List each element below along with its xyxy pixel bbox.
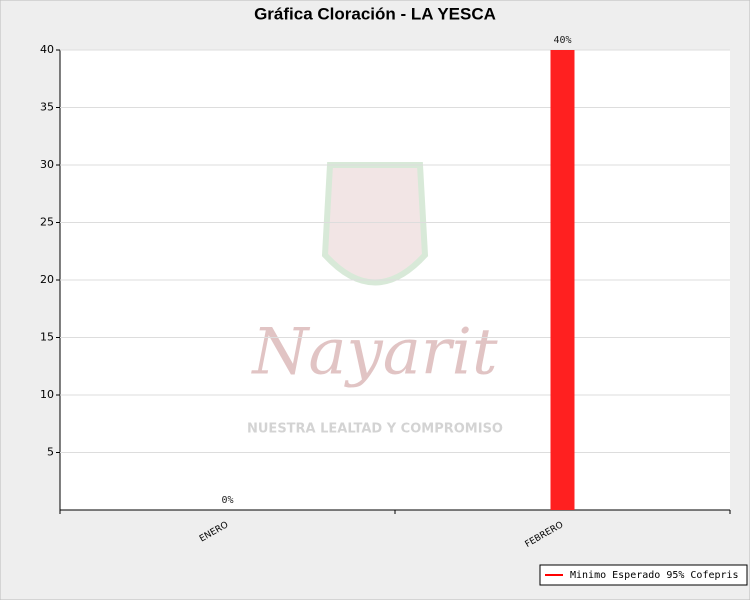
y-tick-label: 40 <box>40 43 54 56</box>
y-tick-label: 5 <box>47 446 54 459</box>
y-tick-label: 10 <box>40 388 54 401</box>
bar <box>550 50 575 510</box>
y-tick-label: 15 <box>40 331 54 344</box>
watermark: Nayarit NUESTRA LEALTAD Y COMPROMISO <box>247 162 503 437</box>
watermark-title: Nayarit <box>250 316 498 390</box>
y-tick-label: 35 <box>40 101 54 114</box>
y-tick-label: 20 <box>40 273 54 286</box>
y-tick-label: 25 <box>40 216 54 229</box>
crest <box>321 162 429 286</box>
value-label: 40% <box>553 35 571 46</box>
legend-label: Minimo Esperado 95% Cofepris <box>570 570 739 581</box>
legend <box>539 564 748 586</box>
y-tick-label: 30 <box>40 158 54 171</box>
chart-title: Gráfica Cloración - LA YESCA <box>254 4 496 23</box>
value-label: 0% <box>221 495 233 506</box>
watermark-subtitle: NUESTRA LEALTAD Y COMPROMISO <box>247 422 503 437</box>
